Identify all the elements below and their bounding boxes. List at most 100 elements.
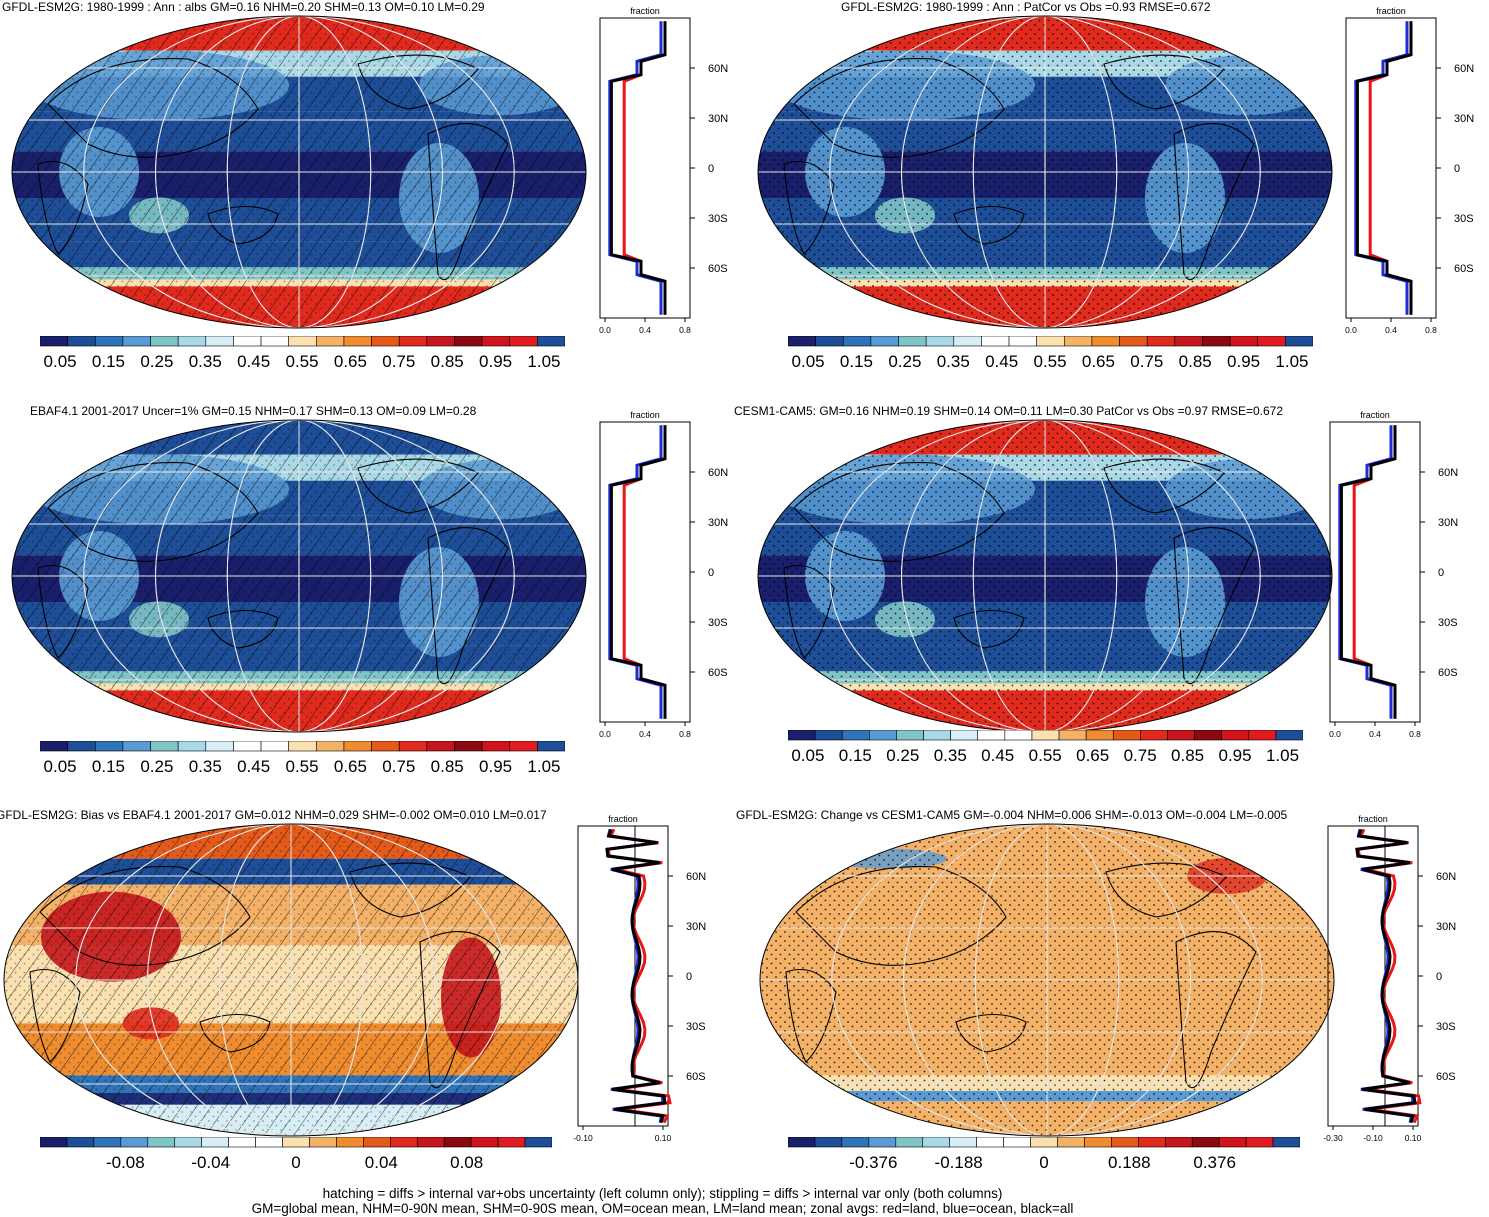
colorbar-swatch: [869, 1137, 896, 1147]
colorbar-swatch: [175, 1137, 202, 1147]
colorbar-tick-label: 0.25: [140, 757, 173, 777]
panel-title: GFDL-ESM2G: Change vs CESM1-CAM5 GM=-0.0…: [736, 808, 1287, 822]
colorbar-swatch: [68, 741, 96, 751]
zonal-x-tick-label: -0.10: [1363, 1133, 1383, 1143]
panel-title: GFDL-ESM2G: 1980-1999 : Ann : PatCor vs …: [841, 0, 1211, 14]
zonal-x-tick-label: -0.10: [573, 1133, 593, 1143]
colorbar-swatch: [951, 730, 978, 740]
colorbar-swatch: [981, 336, 1009, 346]
colorbar-tick-label: 0.55: [285, 352, 318, 372]
colorbar-swatch: [842, 730, 869, 740]
zonal-axis-label: fraction: [1360, 410, 1390, 420]
colorbar-tick-label: 0.75: [1130, 352, 1163, 372]
colorbar-swatch: [923, 1137, 950, 1147]
colorbar-tick-label: 0.95: [1219, 746, 1252, 766]
colorbar-tick-label: 0.55: [285, 757, 318, 777]
colorbar-swatch: [94, 1137, 121, 1147]
ocean-zonal-line: [1356, 21, 1407, 314]
colorbar-tick-label: -0.376: [849, 1153, 897, 1173]
colorbar-swatch: [842, 1137, 869, 1147]
lat-tick-label: 0: [1438, 567, 1444, 579]
colorbar-swatch: [977, 1137, 1004, 1147]
colorbar-swatch: [1059, 730, 1086, 740]
colorbar-tick-label: 0.85: [431, 757, 464, 777]
colorbar-tick-label: 0.05: [44, 757, 77, 777]
lat-tick-label: 60N: [708, 467, 728, 479]
lat-tick-label: 30S: [686, 1021, 706, 1033]
lat-tick-label: 30S: [1454, 213, 1474, 225]
colorbar-tick-label: 0.25: [140, 352, 173, 372]
colorbar-tick-label: 0.15: [92, 757, 125, 777]
panel-2: GFDL-ESM2G: 1980-1999 : Ann : PatCor vs …: [744, 0, 1488, 405]
colorbar-swatch: [482, 741, 510, 751]
zonal-x-tick-label: -0.30: [1323, 1133, 1343, 1143]
colorbar-swatch: [899, 336, 927, 346]
colorbar-swatch: [289, 741, 317, 751]
colorbar-tick-label: 0.45: [237, 352, 270, 372]
colorbar-swatch: [261, 336, 289, 346]
colorbar-swatch: [151, 336, 179, 346]
colorbar-swatch: [537, 336, 565, 346]
land-zonal-line: [624, 21, 665, 314]
land-zonal-line: [1370, 21, 1411, 314]
colorbar-swatch: [344, 741, 372, 751]
colorbar-swatch: [344, 336, 372, 346]
colorbar-swatch: [372, 741, 400, 751]
colorbar-tick-label: 0.45: [237, 757, 270, 777]
zonal-x-tick-label: 0.4: [1369, 729, 1381, 739]
colorbar-swatch: [1192, 1137, 1219, 1147]
colorbar-tick-label: 0.85: [1179, 352, 1212, 372]
colorbar-swatch: [1111, 1137, 1138, 1147]
colorbar-swatch: [815, 730, 842, 740]
colorbar-swatch: [40, 741, 68, 751]
colorbar-swatch: [363, 1137, 390, 1147]
colorbar-swatch: [926, 336, 954, 346]
colorbar-swatch: [256, 1137, 283, 1147]
colorbar-swatch: [1113, 730, 1140, 740]
panel-title: GFDL-ESM2G: 1980-1999 : Ann : albs GM=0.…: [2, 0, 485, 14]
lat-tick-label: 60S: [1454, 263, 1474, 275]
colorbar-swatch: [229, 1137, 256, 1147]
colorbar-swatch: [843, 336, 871, 346]
colorbar-swatch: [1222, 730, 1249, 740]
colorbar-tick-label: -0.08: [106, 1153, 145, 1173]
colorbar-tick-label: 0.08: [450, 1153, 483, 1173]
lat-tick-label: 60N: [1436, 871, 1456, 883]
colorbar: [788, 1137, 1300, 1149]
colorbar-swatch: [399, 336, 427, 346]
colorbar-swatch: [206, 741, 234, 751]
colorbar-swatch: [1202, 336, 1230, 346]
panel-6: GFDL-ESM2G: Change vs CESM1-CAM5 GM=-0.0…: [744, 808, 1488, 1213]
colorbar-swatch: [178, 336, 206, 346]
colorbar-swatch: [537, 741, 565, 751]
zonal-x-tick-label: 0.8: [1425, 325, 1437, 335]
map-plot: [8, 14, 590, 330]
lat-tick-label: 30N: [686, 921, 706, 933]
colorbar-swatch: [871, 336, 899, 346]
colorbar-swatch: [816, 336, 844, 346]
colorbar-swatch: [40, 1137, 67, 1147]
colorbar-tick-label: 0.95: [1227, 352, 1260, 372]
colorbar-swatch: [1086, 730, 1113, 740]
lat-tick-label: 60N: [1454, 63, 1474, 75]
colorbar-swatch: [978, 730, 1005, 740]
lat-tick-label: 30S: [1438, 617, 1458, 629]
colorbar-swatch: [390, 1137, 417, 1147]
colorbar-swatch: [1057, 1137, 1084, 1147]
colorbar: [788, 336, 1313, 348]
colorbar-swatch: [67, 1137, 94, 1147]
panel-4: CESM1-CAM5: GM=0.16 NHM=0.19 SHM=0.14 OM…: [744, 404, 1488, 809]
colorbar-swatch: [1249, 730, 1276, 740]
colorbar-swatch: [68, 336, 96, 346]
colorbar-swatch: [123, 741, 151, 751]
colorbar-swatch: [1230, 336, 1258, 346]
colorbar-tick-label: 0.45: [981, 746, 1014, 766]
zonal-x-tick-label: 0.0: [599, 729, 611, 739]
